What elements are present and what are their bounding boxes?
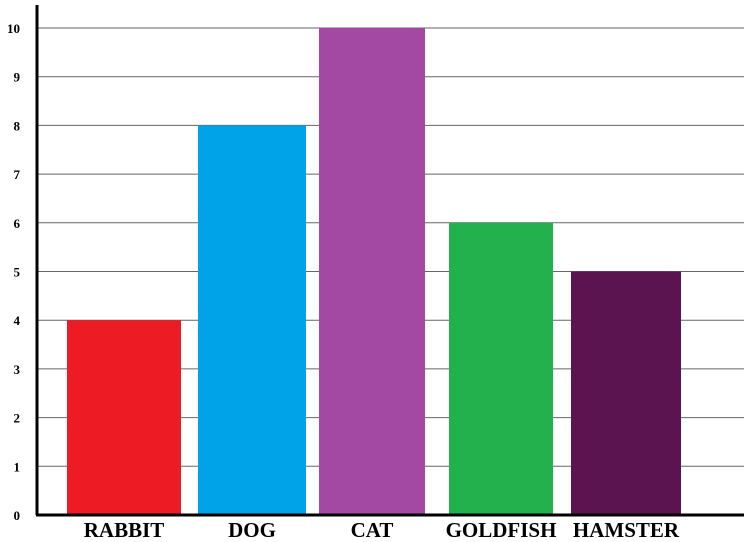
bars <box>67 28 681 516</box>
x-axis-labels: RABBIT DOG CAT GOLDFISH HAMSTER <box>84 518 680 542</box>
y-tick-label: 3 <box>14 362 21 377</box>
y-tick-label: 0 <box>14 508 21 523</box>
y-tick-label: 6 <box>14 216 21 231</box>
bar-rabbit <box>67 320 181 515</box>
bar-cat <box>319 28 425 515</box>
x-tick-label-dog: DOG <box>228 518 276 542</box>
y-tick-label: 9 <box>14 70 21 85</box>
x-tick-label-goldfish: GOLDFISH <box>446 518 557 542</box>
y-tick-label: 5 <box>14 265 21 280</box>
y-tick-label: 2 <box>14 411 21 426</box>
y-tick-label: 10 <box>7 21 20 36</box>
bar-hamster <box>571 271 681 515</box>
y-tick-label: 8 <box>14 118 21 133</box>
x-tick-label-rabbit: RABBIT <box>84 518 165 542</box>
bar-goldfish <box>449 222 553 516</box>
x-tick-label-cat: CAT <box>351 518 394 542</box>
x-tick-label-hamster: HAMSTER <box>573 518 680 542</box>
y-axis-ticks: 0 1 2 3 4 5 6 7 8 9 10 <box>7 21 21 523</box>
bar-dog <box>198 125 306 516</box>
y-tick-label: 1 <box>14 459 21 474</box>
y-tick-label: 7 <box>14 167 21 182</box>
y-tick-label: 4 <box>14 313 21 328</box>
